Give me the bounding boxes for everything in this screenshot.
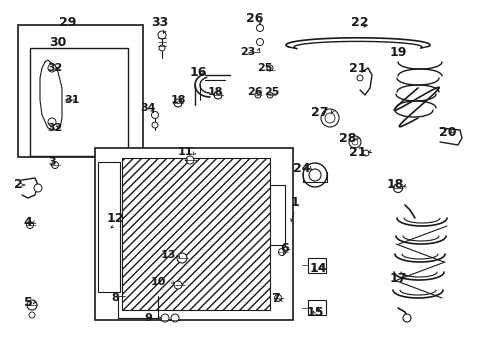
Text: 3: 3: [48, 157, 56, 167]
Text: 32: 32: [47, 123, 62, 133]
Bar: [18, 25, 142, 157]
Circle shape: [362, 150, 368, 156]
Circle shape: [185, 156, 194, 164]
Text: 12: 12: [106, 211, 123, 225]
Text: 34: 34: [140, 103, 156, 113]
Text: 27: 27: [311, 105, 328, 118]
Circle shape: [151, 112, 158, 118]
Text: 2: 2: [14, 179, 22, 192]
Text: 30: 30: [49, 36, 66, 49]
Text: 20: 20: [438, 126, 456, 139]
Circle shape: [320, 109, 338, 127]
Text: 16: 16: [189, 66, 206, 78]
Circle shape: [308, 169, 320, 181]
Circle shape: [214, 91, 222, 99]
Circle shape: [356, 75, 362, 81]
Text: 26: 26: [246, 87, 262, 97]
Text: 4: 4: [23, 216, 32, 229]
Text: 31: 31: [64, 95, 80, 105]
Text: 22: 22: [350, 15, 368, 28]
Circle shape: [325, 113, 334, 123]
Text: 23: 23: [240, 47, 255, 57]
Text: 7: 7: [270, 292, 279, 305]
Text: 1: 1: [290, 195, 299, 208]
Text: 25: 25: [264, 87, 279, 97]
Circle shape: [158, 31, 165, 39]
Circle shape: [29, 312, 35, 318]
Text: 5: 5: [23, 296, 32, 309]
Text: 28: 28: [339, 131, 356, 144]
Circle shape: [256, 39, 263, 45]
Circle shape: [274, 294, 281, 302]
Circle shape: [266, 92, 272, 98]
Circle shape: [152, 122, 158, 128]
Text: 29: 29: [59, 15, 77, 28]
Circle shape: [174, 281, 182, 289]
Circle shape: [174, 99, 182, 107]
Circle shape: [303, 163, 326, 187]
Bar: [98, 162, 120, 292]
Text: 8: 8: [111, 293, 119, 303]
Text: 32: 32: [47, 63, 62, 73]
Bar: [122, 158, 269, 310]
Text: 21: 21: [348, 145, 366, 158]
Text: 25: 25: [257, 63, 272, 73]
Circle shape: [254, 92, 261, 98]
Bar: [307, 258, 325, 273]
Circle shape: [161, 314, 169, 322]
Text: 6: 6: [280, 242, 289, 255]
Text: 10: 10: [150, 277, 165, 287]
Circle shape: [402, 314, 410, 322]
Text: 26: 26: [246, 12, 263, 24]
Circle shape: [393, 184, 402, 193]
Circle shape: [27, 300, 37, 310]
Circle shape: [177, 253, 186, 263]
Text: 19: 19: [388, 45, 406, 58]
Text: 17: 17: [388, 271, 406, 284]
Text: 9: 9: [144, 313, 152, 323]
Circle shape: [266, 65, 272, 71]
Circle shape: [171, 314, 179, 322]
Text: 18: 18: [207, 87, 223, 97]
Text: 13: 13: [160, 250, 175, 260]
Text: 18: 18: [386, 179, 403, 192]
Circle shape: [256, 24, 263, 31]
Circle shape: [159, 45, 164, 51]
Circle shape: [26, 221, 34, 229]
Circle shape: [34, 184, 42, 192]
Text: 15: 15: [305, 306, 323, 319]
Text: 24: 24: [293, 162, 310, 175]
Bar: [95, 148, 292, 320]
Text: 11: 11: [177, 147, 192, 157]
Text: 33: 33: [151, 15, 168, 28]
Circle shape: [348, 136, 360, 148]
Text: 21: 21: [348, 62, 366, 75]
Bar: [30, 48, 128, 156]
Text: 18: 18: [170, 95, 185, 105]
Text: 14: 14: [308, 261, 326, 274]
Circle shape: [51, 162, 59, 168]
Circle shape: [48, 118, 56, 126]
Bar: [307, 300, 325, 315]
Circle shape: [48, 64, 56, 72]
Circle shape: [278, 248, 285, 256]
Circle shape: [351, 139, 357, 145]
